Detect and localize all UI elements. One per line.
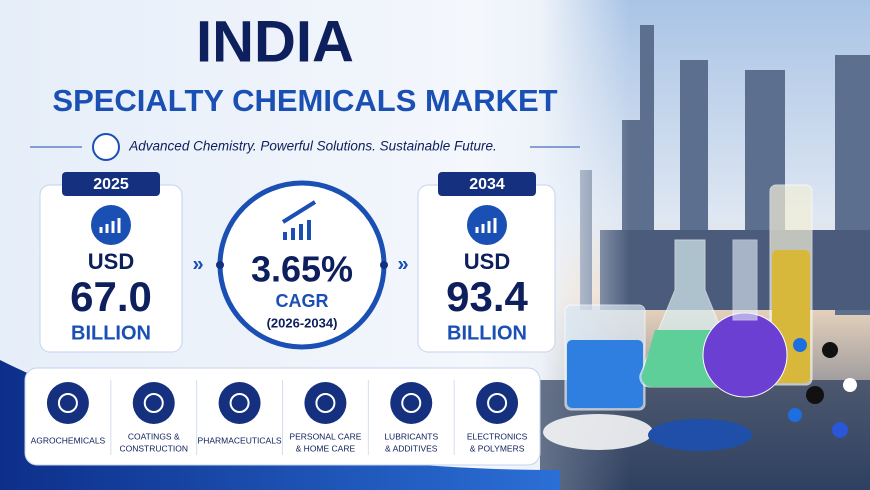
dot bbox=[216, 261, 224, 269]
title: INDIA bbox=[196, 9, 354, 74]
segment-label: & POLYMERS bbox=[470, 443, 525, 453]
year: 2025 bbox=[93, 176, 129, 193]
currency: USD bbox=[88, 249, 134, 274]
unit: BILLION bbox=[71, 322, 151, 344]
icon-bars bbox=[99, 218, 121, 233]
arrow: » bbox=[192, 253, 203, 275]
segments: AGROCHEMICALS COATINGS & CONSTRUCTION PHARM… bbox=[31, 380, 528, 455]
tagline-icon bbox=[92, 133, 120, 161]
segment-label: ELECTRONICS bbox=[467, 431, 528, 441]
icon bbox=[281, 200, 317, 240]
segment-label: & HOME CARE bbox=[296, 443, 356, 453]
segment-label: LUBRICANTS bbox=[384, 431, 438, 441]
icon bbox=[467, 205, 507, 245]
year-badge bbox=[438, 172, 536, 196]
currency: USD bbox=[464, 249, 510, 274]
segment-icon-inner bbox=[401, 393, 422, 413]
segment-icon bbox=[390, 382, 433, 424]
segment-icon bbox=[304, 382, 347, 424]
segment-label: AGROCHEMICALS bbox=[31, 435, 106, 445]
segment-label: COATINGS & bbox=[128, 431, 180, 441]
segment-label: PHARMACEUTICALS bbox=[198, 435, 282, 445]
industrial-photo bbox=[540, 0, 870, 490]
segment-icon bbox=[46, 382, 89, 424]
year: 2034 bbox=[469, 176, 505, 193]
subtitle: SPECIALTY CHEMICALS MARKET bbox=[52, 83, 557, 118]
cagr: CAGR bbox=[276, 291, 329, 311]
segment-label: PERSONAL CARE bbox=[289, 431, 361, 441]
segment-icon bbox=[218, 382, 261, 424]
segment-icon-inner bbox=[229, 393, 250, 413]
glassware bbox=[543, 184, 857, 451]
segment-icon-inner bbox=[315, 393, 336, 413]
end-card: 2034 USD 93.4 BILLION bbox=[417, 172, 556, 353]
icon-bars bbox=[475, 218, 497, 233]
tagline: Advanced Chemistry. Powerful Solutions. … bbox=[128, 139, 496, 154]
segment-icon bbox=[476, 382, 519, 424]
value: 67.0 bbox=[70, 273, 152, 320]
start-card: 2025 USD 67.0 BILLION bbox=[39, 172, 183, 353]
arrow: » bbox=[397, 253, 408, 275]
unit: BILLION bbox=[447, 322, 527, 344]
dot bbox=[380, 261, 388, 269]
icon bbox=[91, 205, 131, 245]
segment-label: & ADDITIVES bbox=[385, 443, 438, 453]
segment-label: CONSTRUCTION bbox=[120, 443, 188, 453]
growth-circle: 3.65% CAGR (2026-2034) bbox=[216, 180, 388, 350]
segment-icon bbox=[132, 382, 175, 424]
rate: 3.65% bbox=[251, 249, 353, 290]
period: (2026-2034) bbox=[267, 315, 338, 330]
segment-icon-inner bbox=[143, 393, 164, 413]
segment-icon-inner bbox=[57, 393, 78, 413]
year-badge bbox=[62, 172, 160, 196]
segment-icon-inner bbox=[487, 393, 508, 413]
value: 93.4 bbox=[446, 273, 528, 320]
